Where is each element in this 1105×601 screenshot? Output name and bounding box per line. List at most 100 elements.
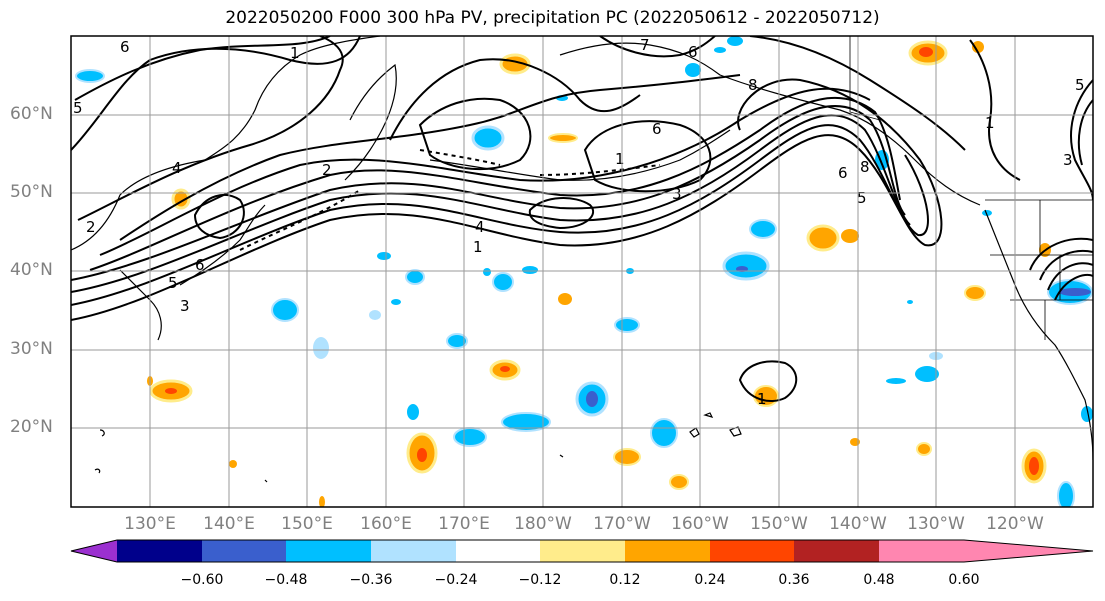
- colorbar-tick-label: −0.12: [518, 572, 562, 588]
- lat-label-40n: 40°N: [10, 260, 53, 280]
- precip-anomaly-negative: [471, 125, 505, 151]
- pv-label: 7: [640, 36, 650, 54]
- pv-contour-dashed: [239, 189, 361, 251]
- border-us-states: [990, 200, 1093, 340]
- pv-contour: [738, 360, 798, 402]
- coastline-hawaii: [689, 412, 742, 438]
- lon-label: 130°W: [907, 514, 965, 534]
- pv-label: 4: [475, 218, 485, 236]
- map-title: 2022050200 F000 300 hPa PV, precipitatio…: [225, 8, 880, 28]
- pv-contour-dashed: [539, 164, 661, 176]
- precip-anomaly-negative: [407, 404, 419, 420]
- precip-anomaly-strong-positive: [500, 366, 510, 372]
- precip-anomaly-positive: [806, 224, 840, 252]
- precip-anomaly-negative: [522, 266, 538, 274]
- pv-label: 8: [860, 158, 870, 176]
- colorbar-tick-label: 0.60: [948, 572, 980, 588]
- pv-contour: [969, 39, 1021, 181]
- coastline-alaska: [559, 42, 981, 206]
- lon-label: 160°W: [671, 514, 729, 534]
- pv-contour: [418, 97, 532, 171]
- pv-contour: [71, 36, 361, 151]
- lon-label: 120°W: [986, 514, 1044, 534]
- colorbar-swatch: [202, 540, 286, 562]
- pv-contour: [749, 36, 966, 151]
- lon-label: 170°W: [593, 514, 651, 534]
- lon-label: 140°W: [829, 514, 887, 534]
- colorbar-swatch: [710, 540, 794, 562]
- precip-anomaly-negative: [1057, 481, 1075, 507]
- precip-anomaly-negative: [271, 298, 299, 322]
- pv-label: 1: [615, 150, 625, 168]
- precip-anomaly-strong-positive: [417, 448, 427, 462]
- precip-anomaly-negative: [1081, 406, 1093, 422]
- pv-label: 2: [86, 218, 96, 236]
- precip-anomaly-negative: [714, 47, 726, 53]
- lat-label-60n: 60°N: [10, 104, 53, 124]
- colorbar-tick-label: 0.48: [863, 572, 895, 588]
- precip-anomaly-negative: [405, 269, 425, 285]
- pv-label: 6: [120, 38, 130, 56]
- precip-anomaly-negative: [915, 366, 939, 382]
- pv-contour: [193, 194, 245, 240]
- colorbar-swatch: [371, 540, 456, 562]
- precip-anomaly-strong-positive: [165, 388, 177, 394]
- colorbar-tick-label: −0.24: [434, 572, 478, 588]
- borders: [849, 36, 1093, 340]
- pv-contour-dashed: [419, 149, 501, 166]
- precip-anomaly-negative: [727, 36, 743, 46]
- lat-label-20n: 20°N: [10, 417, 53, 437]
- pv-contour: [583, 120, 712, 193]
- pv-contour: [1077, 99, 1093, 166]
- pv-label: 3: [672, 185, 682, 203]
- precip-anomaly-positive: [229, 460, 237, 468]
- colorbar-swatch: [625, 540, 710, 562]
- pv-label: 6: [195, 256, 205, 274]
- colorbar-tick-label: −0.48: [264, 572, 308, 588]
- precip-anomaly-negative: [75, 69, 105, 83]
- pv-label: 8: [748, 76, 758, 94]
- pv-label: 5: [73, 99, 83, 117]
- precip-anomaly-strong-positive: [1029, 457, 1039, 475]
- precip-anomaly-negative: [982, 210, 992, 216]
- precip-anomaly-strong-positive: [919, 47, 933, 57]
- precip-anomaly-positive: [972, 41, 984, 53]
- pv-contour: [71, 105, 906, 281]
- pv-label: 5: [1075, 76, 1085, 94]
- coastline-kamchatka: [344, 63, 397, 181]
- precip-anomaly-negative: [614, 317, 640, 333]
- border-alaska-canada: [849, 36, 881, 121]
- colorbar-swatch: [540, 540, 625, 562]
- pv-contour: [71, 124, 929, 306]
- precip-anomaly-positive: [613, 448, 641, 466]
- pv-label: 6: [838, 164, 848, 182]
- map-body: 6 1 4 2 2 6 5 3 6 3 4 1 1 7 6 8 6 8 5 1 …: [71, 36, 1093, 507]
- pv-contour: [599, 36, 716, 58]
- colorbar-tick-label: −0.60: [180, 572, 224, 588]
- coastline-north-america: [984, 209, 1093, 461]
- colorbar-swatch: [456, 540, 540, 562]
- pv-label: 5: [857, 189, 867, 207]
- precip-anomaly-negative: [446, 333, 468, 349]
- colorbar-tick-label: 0.12: [609, 572, 641, 588]
- colorbar: [70, 539, 1094, 563]
- precip-anomaly-negative: [369, 310, 381, 320]
- precip-anomaly-positive: [916, 442, 932, 456]
- pv-contour: [1029, 237, 1093, 271]
- pv-contour: [71, 78, 943, 321]
- pv-label: 1: [985, 114, 995, 132]
- lon-label: 150°E: [281, 514, 333, 534]
- pv-label: 5: [168, 274, 178, 292]
- coastline-islands: [94, 429, 564, 483]
- pv-contour: [89, 97, 901, 271]
- precip-anomaly-positive: [558, 293, 572, 305]
- precip-anomaly-negative: [313, 337, 329, 359]
- precip-anomaly-negative: [501, 412, 551, 432]
- pv-label: 1: [290, 44, 300, 62]
- precip-anomaly-positive: [841, 229, 859, 243]
- pv-contour: [1054, 273, 1093, 301]
- coastlines: [71, 36, 1093, 483]
- coastline-asia: [71, 36, 381, 251]
- precip-anomaly-negative: [650, 418, 678, 448]
- pv-contour: [77, 36, 344, 221]
